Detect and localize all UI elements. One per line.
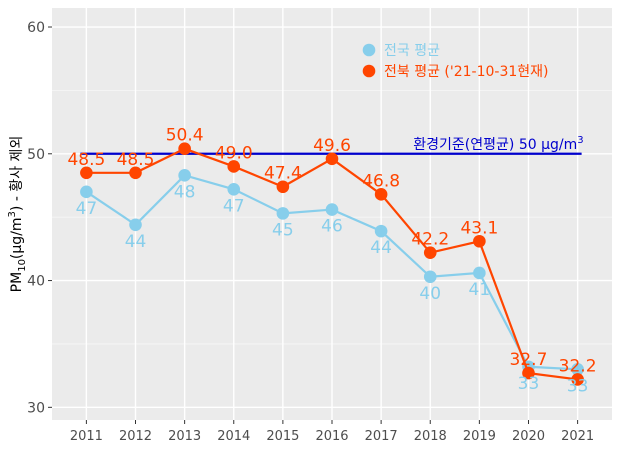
data-point: [571, 373, 584, 386]
x-axis: 2011 2012 2013 2014 2015 2016 2017 2018 2019 2020…: [70, 420, 594, 444]
data-point: [473, 234, 486, 248]
data-label: 47.4: [264, 164, 302, 184]
data-label: 46.8: [362, 171, 400, 191]
legend-marker: [362, 43, 376, 57]
data-point: [423, 246, 437, 259]
data-point: [80, 185, 93, 199]
x-tick-label: 2015: [266, 429, 299, 444]
grid-lines: [52, 8, 612, 420]
data-point: [129, 218, 142, 232]
data-point: [276, 180, 290, 194]
x-tick-label: 2013: [168, 429, 201, 444]
legend-label: 전국 평균: [384, 43, 440, 59]
data-point: [374, 188, 388, 201]
data-label: 33: [518, 374, 540, 394]
data-label: 46: [321, 217, 343, 237]
x-tick-label: 2021: [561, 429, 594, 444]
data-label: 50.4: [166, 126, 204, 146]
reference-line-label: 환경기준(연평균) 50 μg/m3: [413, 135, 583, 153]
y-tick-label: 60: [27, 20, 45, 36]
data-point: [276, 207, 290, 220]
y-axis-title: PM10(μg/m3) - 황사 제외: [7, 136, 28, 293]
y-axis: 30 40 50 60: [27, 20, 52, 416]
data-label: 41: [469, 280, 491, 300]
data-label: 48.5: [117, 150, 155, 170]
data-label: 40: [419, 284, 441, 304]
data-label: 43.1: [460, 218, 498, 238]
data-label: 47: [223, 196, 245, 216]
data-point: [80, 166, 93, 180]
data-label: 33: [567, 376, 589, 396]
data-point: [178, 169, 191, 182]
data-label: 32.2: [559, 356, 597, 376]
x-tick-label: 2012: [119, 429, 152, 444]
data-label: 47: [76, 199, 98, 219]
data-label: 49.6: [313, 136, 351, 156]
data-label: 44: [125, 232, 147, 252]
data-label: 32.7: [510, 350, 548, 370]
data-point: [374, 224, 388, 238]
legend-label: 전북 평균 ('21-10-31현재): [384, 64, 549, 80]
x-tick-label: 2017: [365, 429, 398, 444]
y-tick-label: 40: [27, 274, 45, 290]
x-tick-label: 2020: [512, 429, 545, 444]
data-point: [473, 266, 486, 280]
x-tick-label: 2018: [414, 429, 447, 444]
data-point: [522, 366, 535, 380]
data-point: [423, 270, 437, 284]
data-point: [227, 182, 241, 196]
data-label: 45: [272, 220, 294, 240]
data-point: [178, 142, 191, 156]
x-tick-label: 2016: [315, 429, 348, 444]
x-tick-label: 2014: [217, 429, 250, 444]
data-point: [129, 166, 142, 180]
y-tick-label: 30: [27, 400, 45, 416]
data-point: [325, 152, 339, 166]
data-label: 42.2: [411, 230, 449, 250]
data-label: 48.5: [67, 150, 105, 170]
data-label: 49.0: [215, 143, 253, 163]
data-point: [227, 160, 241, 173]
data-label: 48: [174, 182, 196, 202]
data-point: [325, 203, 339, 216]
x-tick-label: 2011: [70, 429, 103, 444]
data-label: 44: [370, 238, 392, 258]
data-labels-group: 47 44 48 47 45 46 44 40 41 33 33 48.5 48.5 50.4 49.0 47…: [67, 126, 596, 397]
data-point: [571, 362, 584, 376]
series-group: [80, 142, 584, 386]
x-tick-label: 2019: [463, 429, 496, 444]
y-tick-label: 50: [27, 147, 45, 163]
y-axis-title-group: PM10(μg/m3) - 황사 제외: [7, 136, 28, 293]
legend-marker: [362, 64, 376, 78]
